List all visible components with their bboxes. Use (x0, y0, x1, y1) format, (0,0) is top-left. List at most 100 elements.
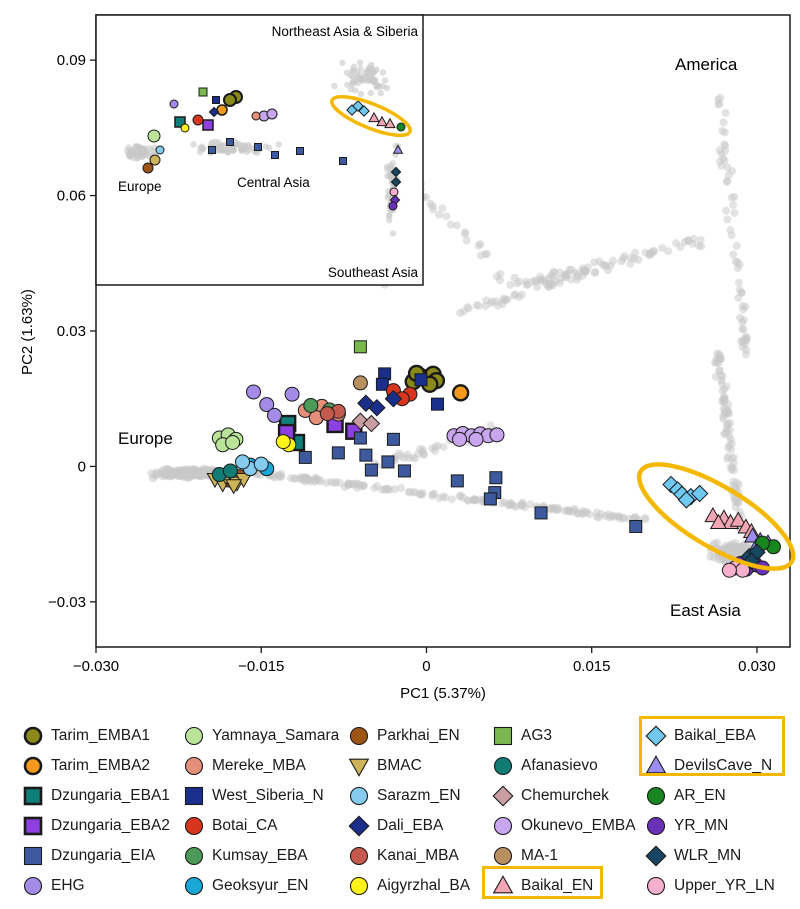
legend-item: YR_MN (645, 813, 728, 839)
reference-sample (452, 221, 461, 230)
reference-sample (722, 382, 731, 391)
legend-marker-icon (645, 725, 667, 747)
legend-label: DevilsCave_N (674, 757, 773, 774)
legend-marker-WLR_MN (645, 845, 667, 867)
reference-sample (549, 503, 558, 512)
reference-sample (567, 275, 576, 284)
legend-marker-Dzungaria_EBA1 (23, 786, 43, 806)
y-tick-label: 0.09 (57, 52, 86, 69)
point-EHG (259, 397, 275, 413)
legend-label: Upper_YR_LN (674, 877, 775, 894)
legend-item: Tarim_EMBA2 (22, 753, 150, 779)
inset-label-2: Central Asia (237, 175, 310, 190)
legend-item: Dali_EBA (348, 813, 443, 839)
legend-marker-icon (493, 756, 513, 776)
inset-reference-sample (389, 159, 397, 167)
legend-item: Mereke_MBA (183, 753, 306, 779)
legend-marker-Aigyrzhal_BA (349, 876, 369, 896)
legend-marker-AR_EN (646, 786, 666, 806)
point-DevilsCave_N (743, 527, 762, 543)
legend-marker-Dzungaria_EBA2 (23, 816, 43, 836)
reference-sample (496, 276, 505, 285)
reference-sample (720, 140, 729, 149)
reference-sample (506, 280, 515, 289)
legend-marker-icon (184, 786, 204, 806)
reference-sample (641, 513, 650, 522)
inset-point (169, 99, 179, 109)
inset-point (254, 143, 262, 151)
inset-point (198, 87, 208, 97)
legend-marker-icon (23, 756, 43, 776)
point-Dzungaria_EIA (353, 431, 367, 445)
inset-reference-sample (135, 148, 143, 155)
inset-reference-sample (363, 74, 370, 81)
reference-sample (428, 444, 437, 453)
point-MA-1 (352, 375, 368, 391)
inset-reference-sample (353, 73, 361, 81)
point-AG3 (353, 340, 367, 354)
legend-label: AR_EN (674, 787, 726, 804)
inset-point (208, 106, 220, 118)
inset-reference-sample (135, 143, 143, 150)
point-Okunevo_EMBA (489, 427, 505, 443)
legend-label: Geoksyur_EN (212, 877, 309, 894)
reference-sample (714, 95, 723, 104)
legend-item: Dzungaria_EBA1 (22, 783, 170, 809)
reference-sample (291, 474, 300, 483)
reference-sample (724, 443, 733, 452)
inset-reference-sample (383, 84, 391, 92)
reference-sample (507, 499, 516, 508)
legend-item: Baikal_EBA (645, 723, 756, 749)
legend-item: Yamnaya_Samara (183, 723, 339, 749)
reference-sample (194, 469, 204, 478)
point-Chemurchek (351, 412, 370, 431)
point-Baikal_EBA (677, 491, 696, 509)
inset-reference-sample (196, 144, 204, 152)
reference-sample (419, 451, 428, 460)
reference-sample (310, 477, 319, 486)
reference-sample (544, 282, 553, 291)
point-Afanasievo (222, 463, 238, 479)
legend-marker-icon (493, 816, 513, 836)
point-Baikal_EBA (690, 484, 709, 503)
inset-reference-sample (126, 153, 133, 160)
reference-sample (573, 509, 582, 518)
reference-sample (397, 484, 406, 493)
reference-sample (723, 163, 732, 172)
legend-label: Dzungaria_EIA (51, 847, 156, 864)
reference-sample (438, 204, 447, 213)
legend-label: Sarazm_EN (377, 787, 461, 804)
pca-plot: −0.030 −0.015 0 0.015 0.030−0.0300.030.060.0… (19, 14, 796, 702)
inset-reference-sample (224, 149, 232, 156)
reference-sample (727, 231, 736, 240)
point-Baikal_EN (729, 511, 747, 527)
legend-item: Afanasievo (492, 753, 598, 779)
legend-marker-Tarim_EMBA1 (23, 726, 43, 746)
reference-sample (563, 506, 572, 515)
inset-point (174, 116, 186, 128)
inset-reference-sample (212, 138, 220, 145)
inset-point (376, 115, 388, 127)
x-tick-label: −0.030 (73, 658, 119, 675)
legend-item: Okunevo_EMBA (492, 813, 636, 839)
legend-item: EHG (22, 873, 85, 899)
legend-marker-EHG (23, 876, 43, 896)
reference-sample (723, 454, 732, 463)
reference-sample (498, 499, 507, 508)
legend-marker-MA-1 (493, 846, 513, 866)
legend-label: Botai_CA (212, 817, 278, 834)
x-tick-label: 0.030 (738, 658, 776, 675)
reference-sample (603, 266, 612, 275)
reference-sample (439, 442, 448, 451)
reference-sample (721, 409, 730, 418)
legend-marker-Mereke_MBA (184, 756, 204, 776)
reference-sample (715, 146, 724, 155)
legend-marker-YR_MN (646, 816, 666, 836)
legend-marker-Okunevo_EMBA (493, 816, 513, 836)
legend-item: BMAC (348, 753, 422, 779)
inset-reference-sample (339, 59, 346, 66)
legend-marker-icon (348, 758, 370, 777)
reference-sample (719, 118, 728, 127)
point-Kanai_MBA (319, 406, 335, 422)
reference-sample (634, 255, 643, 264)
